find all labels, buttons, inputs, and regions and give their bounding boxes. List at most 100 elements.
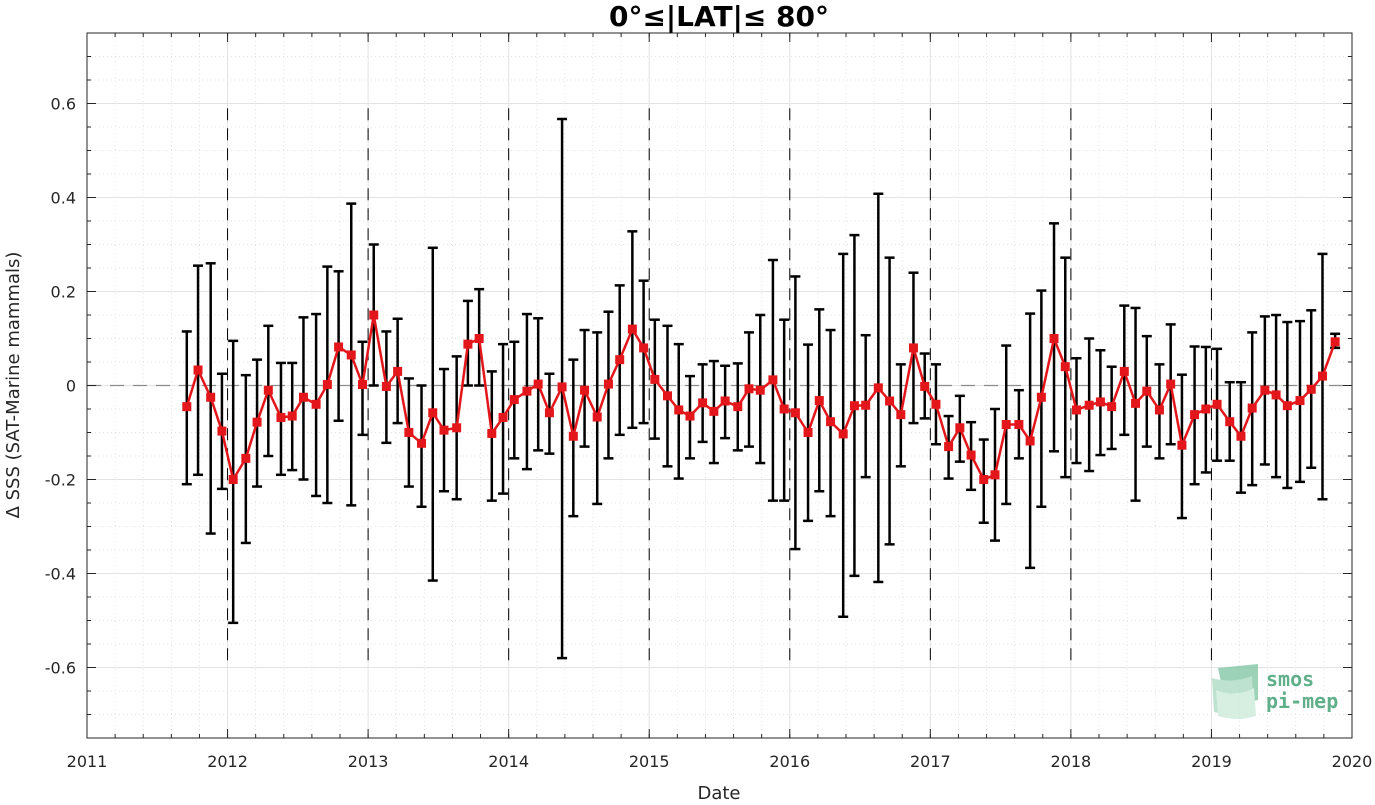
data-point xyxy=(1001,420,1011,430)
data-point xyxy=(650,374,660,384)
data-point xyxy=(263,385,273,395)
data-point xyxy=(193,365,203,375)
data-point xyxy=(920,381,930,391)
data-point xyxy=(790,408,800,418)
data-point xyxy=(885,396,895,406)
logo-text-smos: smos xyxy=(1266,667,1314,691)
data-point xyxy=(498,412,508,422)
data-point xyxy=(838,429,848,439)
y-tick-label: 0.6 xyxy=(51,95,76,114)
data-point xyxy=(509,395,519,405)
data-point xyxy=(522,386,532,396)
data-point xyxy=(1190,410,1200,420)
data-point xyxy=(849,401,859,411)
data-point xyxy=(428,408,438,418)
x-tick-label: 2012 xyxy=(207,752,248,771)
data-point xyxy=(544,408,554,418)
data-point xyxy=(896,410,906,420)
data-point xyxy=(814,396,824,406)
data-point xyxy=(311,399,321,409)
data-point xyxy=(217,426,227,436)
data-point xyxy=(803,428,813,437)
data-point xyxy=(1142,386,1152,396)
data-point xyxy=(568,431,578,441)
y-tick-label: -0.2 xyxy=(45,471,76,490)
data-point xyxy=(592,412,602,422)
data-point xyxy=(1131,398,1141,408)
data-point xyxy=(228,475,238,484)
x-tick-label: 2019 xyxy=(1191,752,1232,771)
data-point xyxy=(873,383,883,393)
data-point xyxy=(603,379,613,389)
logo-text-pi-mep: pi-mep xyxy=(1266,689,1338,713)
data-point xyxy=(1014,420,1024,430)
data-point xyxy=(1177,440,1187,450)
data-point xyxy=(1049,334,1059,343)
data-point xyxy=(685,411,695,421)
data-point xyxy=(1306,384,1316,394)
data-point xyxy=(674,405,684,415)
data-point xyxy=(369,310,379,320)
data-point xyxy=(1260,385,1270,395)
x-tick-label: 2013 xyxy=(348,752,389,771)
data-point xyxy=(779,404,789,414)
data-point xyxy=(662,391,672,401)
x-tick-label: 2014 xyxy=(488,752,529,771)
y-tick-label: -0.6 xyxy=(45,659,76,678)
y-axis-ticks: 0.6 0.4 0.2 0 -0.2 -0.4 -0.6 xyxy=(45,56,1352,715)
data-point xyxy=(357,380,367,390)
data-point xyxy=(404,428,414,437)
data-point xyxy=(1225,417,1235,427)
x-tick-label: 2020 xyxy=(1332,752,1373,771)
data-point xyxy=(709,406,719,416)
data-point xyxy=(417,438,427,448)
x-tick-label: 2016 xyxy=(769,752,810,771)
data-point xyxy=(861,400,871,410)
data-point xyxy=(276,412,286,422)
data-point xyxy=(1107,402,1117,412)
data-point xyxy=(627,324,637,334)
data-point xyxy=(381,381,391,391)
data-point xyxy=(1095,397,1105,407)
data-point xyxy=(1036,392,1046,402)
data-point xyxy=(768,375,778,385)
data-point xyxy=(990,470,1000,480)
data-point xyxy=(439,425,449,435)
x-tick-label: 2017 xyxy=(910,752,951,771)
data-point xyxy=(463,339,473,349)
data-point xyxy=(252,417,262,427)
data-point xyxy=(533,379,543,389)
y-tick-label: 0.2 xyxy=(51,283,76,302)
data-point xyxy=(1084,400,1094,410)
data-point xyxy=(1166,379,1176,389)
data-point xyxy=(755,385,765,395)
data-point xyxy=(580,385,590,395)
data-point xyxy=(1212,399,1222,409)
data-point xyxy=(1330,337,1340,347)
data-point xyxy=(1119,366,1129,376)
data-point xyxy=(1072,405,1082,415)
data-point xyxy=(698,398,708,408)
data-point xyxy=(966,450,976,460)
data-point xyxy=(452,423,462,433)
data-point xyxy=(1317,371,1327,381)
y-tick-label: 0 xyxy=(66,377,76,396)
y-tick-label: 0.4 xyxy=(51,189,76,208)
data-point xyxy=(908,343,918,353)
data-point xyxy=(1295,396,1305,406)
x-tick-label: 2011 xyxy=(67,752,108,771)
data-point xyxy=(346,350,356,360)
data-point xyxy=(955,423,965,433)
smos-pi-mep-logo: smos pi-mep xyxy=(1212,664,1338,719)
data-point xyxy=(944,442,954,452)
x-axis-label: Date xyxy=(697,783,740,801)
data-point xyxy=(744,384,754,394)
chart-title: 0°≤|LAT|≤ 80° xyxy=(609,0,829,33)
data-point xyxy=(615,355,625,365)
data-point xyxy=(241,453,251,463)
data-point xyxy=(1271,390,1281,400)
data-point xyxy=(639,343,649,353)
data-markers xyxy=(182,310,1340,484)
data-point xyxy=(474,334,484,343)
data-point xyxy=(1236,431,1246,441)
